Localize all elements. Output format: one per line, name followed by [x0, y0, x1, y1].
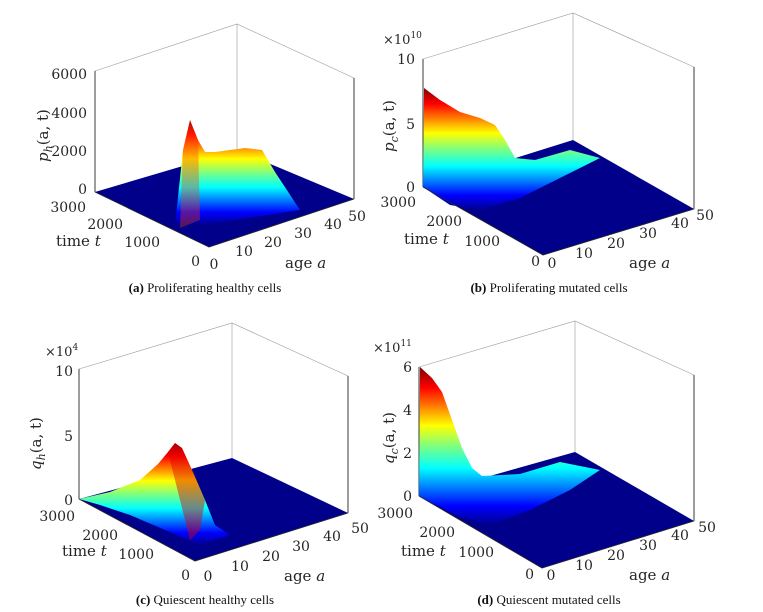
z-tick-a-1: 2000 — [51, 144, 87, 160]
surface-peak-c — [79, 443, 230, 545]
y-tick-c-3: 3000 — [39, 509, 75, 525]
y-tick-d-2: 2000 — [419, 525, 455, 541]
caption-a: (a) Proliferating healthy cells — [129, 280, 282, 295]
y-tick-a-3: 3000 — [50, 200, 86, 216]
panel-d: ×1011 6 4 2 0 3000 2000 1000 0 0 10 20 3… — [373, 320, 716, 607]
surface-peak-d — [419, 367, 600, 525]
y-tick-d-3: 3000 — [377, 506, 413, 522]
y-tick-c-1: 1000 — [118, 547, 154, 563]
y-label-c: time t — [62, 542, 108, 560]
x-tick-b-5: 50 — [696, 208, 714, 224]
caption-c: (c) Quiescent healthy cells — [136, 592, 274, 607]
x-tick-a-0: 0 — [210, 257, 219, 273]
z-tick-c-0: 0 — [64, 493, 73, 509]
x-tick-d-3: 30 — [639, 538, 657, 554]
surface-ridge-c — [168, 443, 205, 540]
z-tick-d-2: 4 — [403, 403, 412, 419]
x-tick-d-1: 10 — [575, 558, 593, 574]
x-tick-d-2: 20 — [607, 548, 625, 564]
x-tick-c-3: 30 — [292, 539, 310, 555]
z-tick-c-2: 10 — [55, 364, 73, 380]
z-label-a: ph(a, t) — [34, 109, 55, 162]
x-label-b: age a — [629, 254, 670, 272]
x-tick-c-5: 50 — [351, 521, 369, 537]
x-tick-d-4: 40 — [671, 528, 689, 544]
caption-d: (d) Quiescent mutated cells — [477, 592, 620, 607]
y-tick-a-0: 0 — [191, 254, 200, 270]
z-label-b: pc(a, t) — [380, 100, 401, 152]
y-label-a: time t — [56, 232, 102, 250]
z-tick-a-2: 4000 — [51, 106, 87, 122]
y-tick-b-3: 3000 — [380, 195, 416, 211]
x-tick-a-2: 20 — [264, 235, 282, 251]
z-tick-a-3: 6000 — [51, 67, 87, 83]
y-label-d: time t — [401, 542, 447, 560]
x-label-d: age a — [629, 566, 670, 584]
surface-shade-a — [180, 120, 200, 228]
y-tick-d-1: 1000 — [458, 545, 494, 561]
y-tick-c-2: 2000 — [82, 528, 118, 544]
y-tick-b-2: 2000 — [426, 214, 462, 230]
x-tick-a-3: 30 — [294, 226, 312, 242]
x-tick-b-1: 10 — [575, 246, 593, 262]
y-tick-d-0: 0 — [525, 567, 534, 583]
panel-c: ×104 10 5 0 3000 2000 1000 0 0 10 20 30 … — [27, 322, 369, 607]
x-tick-b-4: 40 — [671, 216, 689, 232]
x-tick-a-1: 10 — [235, 244, 253, 260]
x-tick-d-5: 50 — [698, 520, 716, 536]
x-tick-c-2: 20 — [262, 549, 280, 565]
x-tick-c-4: 40 — [323, 529, 341, 545]
z-label-c: qh(a, t) — [27, 417, 48, 470]
z-tick-d-0: 0 — [403, 489, 412, 505]
x-label-c: age a — [284, 567, 325, 585]
x-tick-c-1: 10 — [231, 559, 249, 575]
y-tick-b-1: 1000 — [464, 234, 500, 250]
x-label-a: age a — [285, 254, 326, 272]
z-tick-d-1: 2 — [403, 446, 412, 462]
x-tick-c-0: 0 — [204, 569, 213, 585]
x-tick-b-0: 0 — [548, 256, 557, 272]
y-tick-c-0: 0 — [181, 568, 190, 584]
z-label-d: qc(a, t) — [380, 412, 401, 464]
panel-b: ×1010 10 5 0 3000 2000 1000 0 0 10 20 30… — [380, 12, 714, 295]
panel-a: 6000 4000 2000 0 3000 2000 1000 0 0 10 2… — [34, 23, 366, 295]
surface-peak-b — [423, 88, 600, 210]
z-tick-b-2: 10 — [397, 52, 415, 68]
x-tick-a-4: 40 — [324, 217, 342, 233]
y-label-b: time t — [404, 230, 450, 248]
x-tick-b-2: 20 — [607, 236, 625, 252]
y-tick-a-2: 2000 — [87, 217, 123, 233]
multiplier-c: ×104 — [45, 343, 78, 360]
x-tick-d-0: 0 — [547, 568, 556, 584]
z-tick-a-0: 0 — [78, 182, 87, 198]
z-tick-c-1: 5 — [64, 429, 73, 445]
multiplier-b: ×1010 — [383, 31, 422, 48]
surface-peak-a — [175, 120, 300, 225]
z-tick-b-1: 5 — [406, 117, 415, 133]
caption-b: (b) Proliferating mutated cells — [470, 280, 627, 295]
y-tick-a-1: 1000 — [124, 235, 160, 251]
z-tick-b-0: 0 — [406, 180, 415, 196]
z-tick-d-3: 6 — [403, 360, 412, 376]
y-tick-b-0: 0 — [531, 254, 540, 270]
x-tick-a-5: 50 — [348, 209, 366, 225]
multiplier-d: ×1011 — [373, 339, 412, 356]
x-tick-b-3: 30 — [639, 226, 657, 242]
